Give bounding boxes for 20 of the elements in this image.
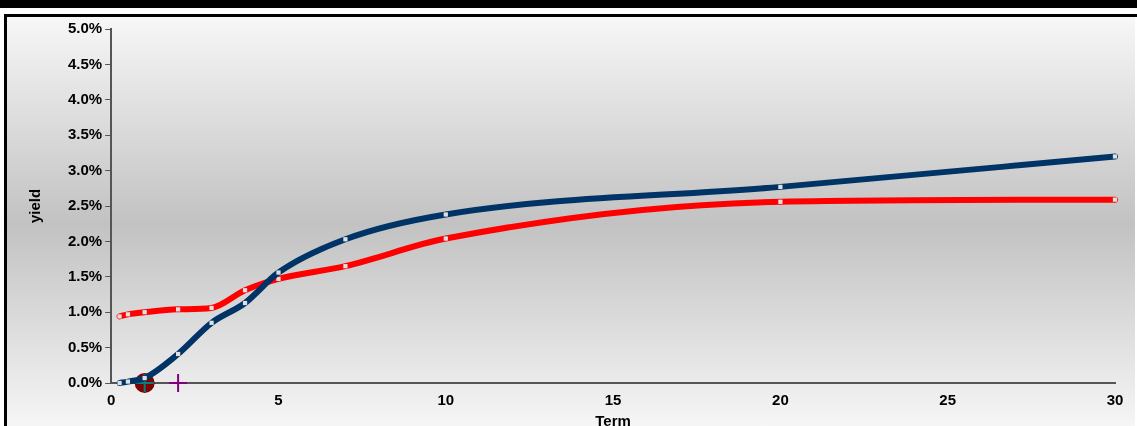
y-tick-label: 0.5% <box>67 337 103 355</box>
y-tick-label: 3.5% <box>67 125 103 143</box>
y-tick-label: 1.0% <box>67 302 103 320</box>
x-tick-label: 25 <box>939 391 957 409</box>
x-axis-title: Term <box>595 412 631 426</box>
y-tick-label: 5.0% <box>67 19 103 37</box>
x-tick-label: 20 <box>772 391 789 409</box>
y-tick-label: 0.0% <box>67 373 103 391</box>
y-tick-label: 4.5% <box>67 54 103 72</box>
y-tick-label: 4.0% <box>67 89 103 107</box>
y-tick-label: 3.0% <box>67 160 103 178</box>
x-tick-label: 15 <box>604 391 622 409</box>
y-tick-label: 2.0% <box>67 231 103 249</box>
x-tick-label: 0 <box>107 391 116 409</box>
x-tick-label: 5 <box>274 391 283 409</box>
x-tick-label: 10 <box>437 391 455 409</box>
y-tick-label: 2.5% <box>67 196 103 214</box>
y-tick-label: 1.5% <box>67 266 103 284</box>
x-tick-label: 30 <box>1106 391 1124 409</box>
y-axis-title: yield <box>26 188 44 224</box>
